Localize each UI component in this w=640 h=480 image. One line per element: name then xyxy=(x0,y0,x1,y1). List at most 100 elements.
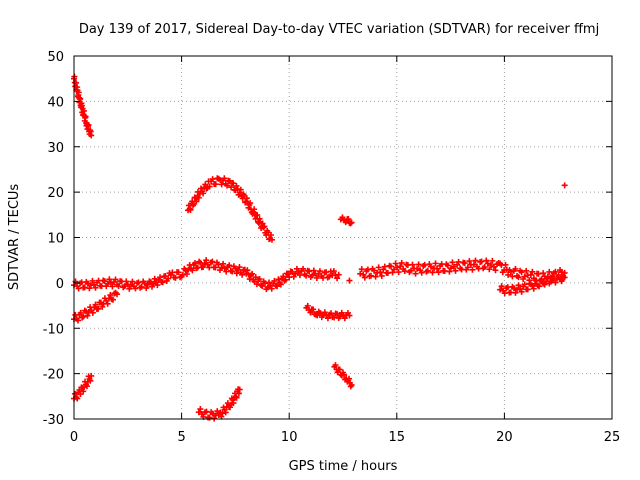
data-point-track-bottom xyxy=(233,394,240,401)
data-point-track-bottom xyxy=(197,406,204,413)
data-point-band-main-late xyxy=(401,268,408,275)
data-point-band-main-early xyxy=(266,279,273,286)
data-point-band-main-late xyxy=(414,265,421,272)
data-point-band-main-early xyxy=(101,278,108,285)
y-tick-label: 20 xyxy=(47,186,64,201)
data-point-band-late-lower xyxy=(547,278,554,285)
data-point-band-main-early xyxy=(223,268,230,275)
data-point-band-main-late xyxy=(391,266,398,273)
data-point-band-main-early xyxy=(246,276,253,283)
data-point-track-start-low xyxy=(80,388,87,395)
data-point-track-12-neg20 xyxy=(336,366,343,373)
data-point-band-main-early xyxy=(135,279,142,286)
data-point-track-11-13 xyxy=(307,309,314,316)
data-point-band-late-lower xyxy=(515,282,522,289)
data-point-arc-high xyxy=(206,183,213,190)
data-point-band-main-early xyxy=(310,267,317,274)
data-point-band-main-early xyxy=(149,283,156,290)
data-point-band-main-late xyxy=(449,259,456,266)
data-point-track-start-high xyxy=(77,95,84,102)
data-point-band-main-late xyxy=(432,260,439,267)
data-point-arc-high xyxy=(228,184,235,191)
data-point-arc-high xyxy=(236,189,243,196)
data-point-track-start-neg8 xyxy=(104,300,111,307)
data-point-band-main-early xyxy=(159,279,166,286)
data-point-band-main-late xyxy=(512,265,519,272)
axis-ticks: 0 5 10 15 20 25 -30 -20 -10 0 10 20 30 40 50 xyxy=(43,50,621,445)
data-point-band-main-late xyxy=(361,274,368,281)
data-point-band-main-early xyxy=(335,271,342,278)
data-point-band-main-early xyxy=(326,273,333,280)
data-point-band-late-lower xyxy=(552,279,559,286)
data-point-track-12-neg20 xyxy=(332,362,339,369)
data-point-band-main-early xyxy=(277,281,284,288)
data-point-point-22-8 xyxy=(561,182,568,189)
data-point-band-main-early xyxy=(309,272,316,279)
data-point-band-main-late xyxy=(489,257,496,264)
data-point-track-bottom xyxy=(195,409,202,416)
x-tick-label: 0 xyxy=(70,430,78,445)
data-point-arc-high xyxy=(261,223,268,230)
data-point-arc-high xyxy=(230,180,237,187)
data-point-band-main-early xyxy=(212,264,219,271)
data-point-band-late-lower xyxy=(512,289,519,296)
data-point-band-late-lower xyxy=(530,285,537,292)
data-point-band-main-early xyxy=(275,276,282,283)
data-point-track-start-high xyxy=(88,132,95,139)
data-point-band-main-early xyxy=(303,272,310,279)
data-point-band-main-late xyxy=(447,265,454,272)
data-point-band-main-early xyxy=(256,275,263,282)
data-point-band-main-late xyxy=(392,260,399,267)
data-point-track-start-high xyxy=(75,89,82,96)
data-point-band-main-early xyxy=(313,274,320,281)
data-point-band-main-late xyxy=(484,260,491,267)
data-point-band-main-late xyxy=(398,259,405,266)
data-point-track-start-low xyxy=(72,390,79,397)
data-point-arc-high xyxy=(224,182,231,189)
data-point-band-main-early xyxy=(109,283,116,290)
data-point-track-bottom xyxy=(219,410,226,417)
x-axis-label: GPS time / hours xyxy=(289,459,398,474)
data-point-track-12-neg20 xyxy=(348,381,355,388)
data-point-track-start-neg8 xyxy=(77,309,84,316)
data-point-band-main-late xyxy=(429,269,436,276)
data-point-point-12-8 xyxy=(346,277,353,284)
y-tick-label: -10 xyxy=(43,322,64,337)
data-point-track-11-13 xyxy=(314,312,321,319)
data-point-track-11-13 xyxy=(334,311,341,318)
data-point-band-main-early xyxy=(75,285,82,292)
data-point-band-late-lower xyxy=(510,285,517,292)
data-point-track-11-13 xyxy=(304,302,311,309)
data-point-band-late-lower xyxy=(518,288,525,295)
data-point-band-main-early xyxy=(220,260,227,267)
data-point-track-bottom xyxy=(224,400,231,407)
data-point-band-main-late xyxy=(395,269,402,276)
data-point-track-bottom xyxy=(211,415,218,422)
data-point-band-main-early xyxy=(197,259,204,266)
data-point-band-main-late xyxy=(515,274,522,281)
data-point-band-main-late xyxy=(435,269,442,276)
data-point-track-11-13 xyxy=(341,315,348,322)
data-point-track-bottom xyxy=(214,408,221,415)
data-point-band-main-early xyxy=(86,285,93,292)
data-point-band-main-late xyxy=(409,261,416,268)
data-point-arc-high xyxy=(243,195,250,202)
data-point-band-main-late xyxy=(486,266,493,273)
data-point-track-bottom xyxy=(236,386,243,393)
data-point-track-start-neg8 xyxy=(114,291,121,298)
y-tick-label: 40 xyxy=(47,95,64,110)
data-point-arc-high xyxy=(193,198,200,205)
data-point-band-main-early xyxy=(239,271,246,278)
data-point-band-main-early xyxy=(203,257,210,264)
data-point-band-main-early xyxy=(244,267,251,274)
chart-title: Day 139 of 2017, Sidereal Day-to-day VTE… xyxy=(79,22,599,37)
data-point-band-main-late xyxy=(358,266,365,273)
data-point-arc-high xyxy=(195,194,202,201)
data-point-track-11-13 xyxy=(321,309,328,316)
data-points xyxy=(71,73,568,422)
data-point-track-bottom xyxy=(209,410,216,417)
data-point-band-main-early xyxy=(106,276,113,283)
data-point-band-main-early xyxy=(154,282,161,289)
data-point-band-main-late xyxy=(415,261,422,268)
data-point-track-12-14 xyxy=(339,214,346,221)
